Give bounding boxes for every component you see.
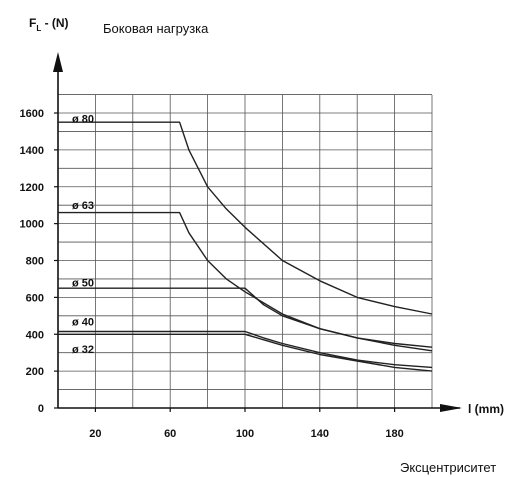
x-tick-labels: 20 60 100 140 180 — [89, 408, 404, 440]
series-line-3 — [58, 330, 433, 369]
x-tick-label: 60 — [164, 428, 176, 440]
y-tick-label: 1000 — [20, 219, 44, 231]
x-tick-label: 140 — [311, 428, 329, 440]
y-axis-arrow — [53, 52, 63, 72]
grid — [58, 94, 433, 408]
series-line-4 — [58, 333, 433, 372]
series-label-3: ø 40 — [72, 316, 94, 328]
chart-caption: Эксцентриситет — [400, 460, 496, 475]
x-axis-arrow — [440, 404, 462, 412]
series-label-2: ø 50 — [72, 278, 94, 290]
y-tick-label: 1600 — [20, 108, 44, 120]
y-tick-label: 1400 — [20, 145, 44, 157]
y-tick-label: 200 — [26, 366, 44, 378]
y-tick-label: 1200 — [20, 182, 44, 194]
series-label-4: ø 32 — [72, 344, 94, 356]
y-axis-label: FL - (N) — [29, 16, 69, 33]
x-tick-label: 20 — [89, 428, 101, 440]
series-label-0: ø 80 — [72, 114, 94, 126]
y-tick-label: 600 — [26, 292, 44, 304]
y-tick-label: 800 — [26, 256, 44, 268]
y-tick-label: 0 — [38, 403, 44, 415]
axes — [53, 52, 462, 412]
series-line-2 — [58, 287, 433, 352]
x-tick-label: 180 — [385, 428, 403, 440]
series-line-0 — [58, 121, 433, 315]
series-label-1: ø 63 — [72, 200, 94, 212]
series-lines — [58, 121, 433, 372]
x-tick-label: 100 — [236, 428, 254, 440]
chart-title: Боковая нагрузка — [103, 21, 209, 36]
y-tick-label: 400 — [26, 329, 44, 341]
series-labels: ø 80 ø 63 ø 50 ø 40 ø 32 — [72, 114, 94, 356]
x-axis-label: l (mm) — [468, 402, 504, 416]
y-tick-labels: 0 200 400 600 800 1000 1200 1400 1600 — [20, 108, 58, 415]
